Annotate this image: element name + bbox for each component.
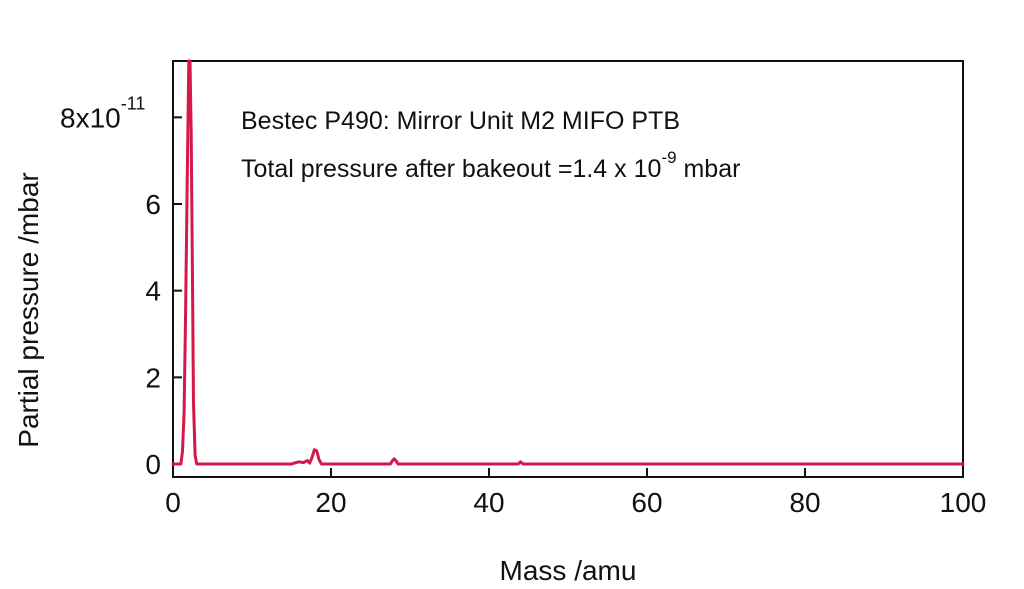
plot-frame [172, 60, 964, 478]
y-tick-label: 2 [145, 362, 161, 393]
x-tick-label: 100 [940, 487, 987, 518]
y-tick-label-exponent: -11 [121, 93, 146, 113]
y-tick-label: 8x10-11 [60, 93, 145, 133]
annotation-title: Bestec P490: Mirror Unit M2 MIFO PTB [241, 107, 680, 135]
x-axis-label: Mass /amu [500, 555, 637, 586]
y-tick-label-text: 2 [145, 362, 161, 393]
y-tick-label-text: 0 [145, 449, 161, 480]
y-tick-label: 0 [145, 449, 161, 480]
y-axis-ticks: 0 2 4 6 8x10-11 [60, 93, 182, 480]
y-tick-label: 6 [145, 189, 161, 220]
x-tick-label: 40 [473, 487, 504, 518]
y-tick-label: 4 [145, 276, 161, 307]
y-tick-label-text: 8x10 [60, 102, 121, 133]
x-tick-label: 60 [631, 487, 662, 518]
y-tick-label-text: 4 [145, 276, 161, 307]
x-tick-label: 20 [315, 487, 346, 518]
x-tick-label: 80 [789, 487, 820, 518]
series-layer [171, 59, 965, 466]
annotation-total-prefix: Total pressure after bakeout =1.4 x 10 [241, 155, 661, 183]
y-axis-label: Partial pressure /mbar [13, 172, 44, 447]
annotation-total-exponent: -9 [661, 148, 676, 167]
x-tick-label: 0 [165, 487, 181, 518]
annotation-total-suffix: mbar [677, 155, 741, 183]
annotation-total-pressure: Total pressure after bakeout =1.4 x 10-9… [241, 148, 740, 183]
x-axis-ticks: 0 20 40 60 80 100 [165, 468, 986, 518]
series-line [171, 59, 965, 466]
y-tick-label-text: 6 [145, 189, 161, 220]
